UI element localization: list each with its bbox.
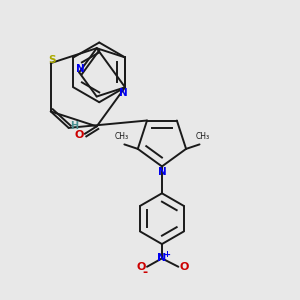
Text: O: O xyxy=(74,130,83,140)
Text: O: O xyxy=(180,262,189,272)
Text: N: N xyxy=(76,64,85,74)
Text: N: N xyxy=(119,88,128,98)
Text: CH₃: CH₃ xyxy=(114,132,128,141)
Text: -: - xyxy=(142,266,147,279)
Text: +: + xyxy=(163,250,170,259)
Text: H: H xyxy=(70,122,79,131)
Text: S: S xyxy=(49,55,56,65)
Text: N: N xyxy=(157,254,167,263)
Text: O: O xyxy=(137,262,146,272)
Text: CH₃: CH₃ xyxy=(195,132,210,141)
Text: N: N xyxy=(158,167,166,176)
